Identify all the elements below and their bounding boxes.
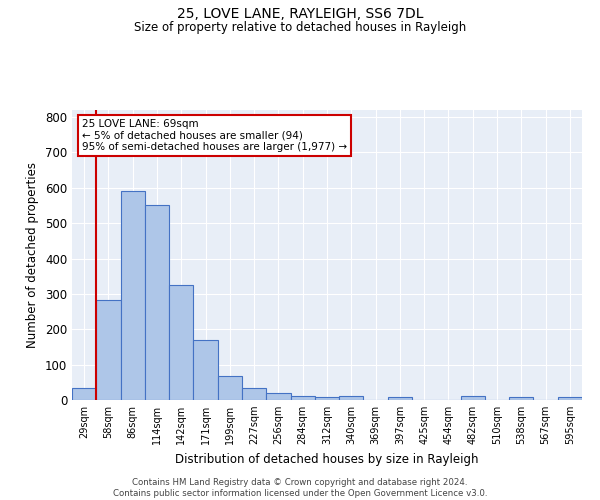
- Text: 25, LOVE LANE, RAYLEIGH, SS6 7DL: 25, LOVE LANE, RAYLEIGH, SS6 7DL: [177, 8, 423, 22]
- Bar: [193, 340, 218, 400]
- Bar: [96, 300, 121, 400]
- Y-axis label: Number of detached properties: Number of detached properties: [26, 162, 40, 348]
- Text: Size of property relative to detached houses in Rayleigh: Size of property relative to detached ho…: [134, 21, 466, 34]
- Bar: [242, 388, 266, 400]
- Bar: [121, 190, 145, 400]
- X-axis label: Distribution of detached houses by size in Rayleigh: Distribution of detached houses by size …: [175, 452, 479, 466]
- Text: Contains HM Land Registry data © Crown copyright and database right 2024.
Contai: Contains HM Land Registry data © Crown c…: [113, 478, 487, 498]
- Bar: [461, 396, 485, 400]
- Text: 25 LOVE LANE: 69sqm
← 5% of detached houses are smaller (94)
95% of semi-detache: 25 LOVE LANE: 69sqm ← 5% of detached hou…: [82, 118, 347, 152]
- Bar: [266, 393, 290, 400]
- Bar: [315, 397, 339, 400]
- Bar: [218, 376, 242, 400]
- Bar: [169, 285, 193, 400]
- Bar: [509, 397, 533, 400]
- Bar: [339, 396, 364, 400]
- Bar: [290, 396, 315, 400]
- Bar: [388, 397, 412, 400]
- Bar: [145, 206, 169, 400]
- Bar: [72, 388, 96, 400]
- Bar: [558, 397, 582, 400]
